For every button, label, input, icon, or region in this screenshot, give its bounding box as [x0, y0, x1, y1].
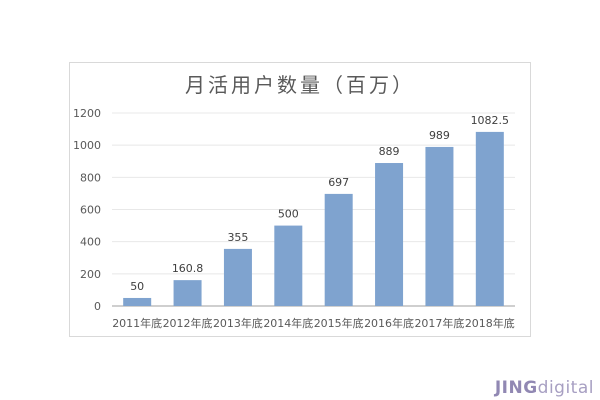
data-label: 1082.5: [471, 114, 510, 127]
data-label: 500: [278, 208, 299, 221]
x-tick-label: 2016年底: [364, 316, 414, 330]
bar: [123, 297, 152, 306]
bar: [274, 225, 303, 306]
y-tick-label: 800: [80, 171, 101, 184]
data-label: 355: [227, 231, 248, 244]
x-tick-label: 2011年底: [112, 316, 162, 330]
y-tick-label: 600: [80, 204, 101, 217]
data-label: 889: [379, 145, 400, 158]
x-tick-label: 2012年底: [163, 316, 213, 330]
y-tick-label: 0: [94, 300, 101, 313]
data-label: 989: [429, 129, 450, 142]
y-tick-label: 400: [80, 236, 101, 249]
y-tick-label: 200: [80, 268, 101, 281]
x-tick-label: 2017年底: [414, 316, 464, 330]
data-label: 50: [130, 280, 144, 293]
data-label: 697: [328, 176, 349, 189]
bar: [173, 280, 202, 306]
x-tick-label: 2018年底: [465, 316, 515, 330]
data-label: 160.8: [172, 262, 204, 275]
chart-frame: [69, 62, 531, 337]
x-tick-label: 2015年底: [314, 316, 364, 330]
bar: [425, 146, 454, 306]
y-tick-label: 1200: [73, 107, 101, 120]
jingdigital-logo: JINGdigital: [495, 378, 594, 398]
chart-title: 月活用户数量（百万）: [185, 73, 415, 97]
logo-part2: digital: [537, 378, 594, 398]
y-tick-label: 1000: [73, 139, 101, 152]
logo-part1: JING: [494, 378, 538, 398]
bar: [324, 193, 353, 306]
bar: [475, 131, 504, 306]
x-tick-label: 2014年底: [263, 316, 313, 330]
bar: [223, 248, 252, 306]
x-tick-label: 2013年底: [213, 316, 263, 330]
bar: [375, 163, 404, 306]
